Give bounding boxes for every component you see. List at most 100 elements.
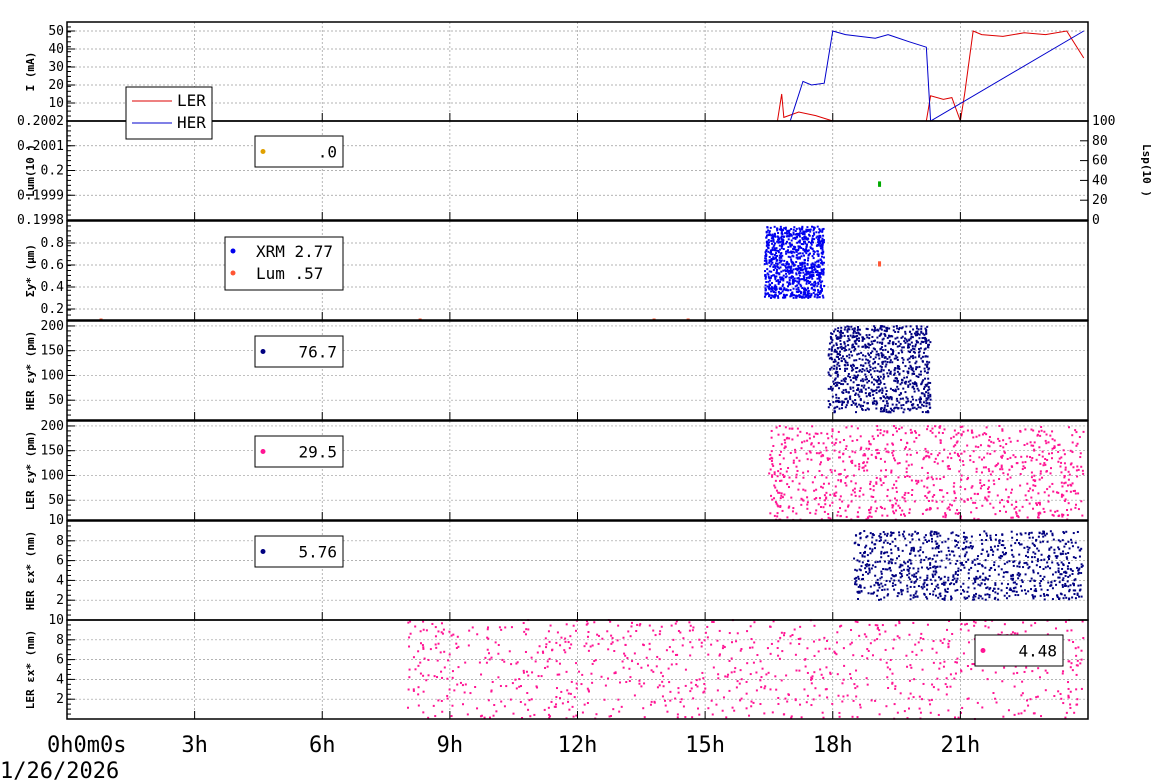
data-point [927,381,930,384]
data-point [639,623,642,626]
data-point [1040,588,1043,591]
data-point [858,560,861,563]
data-point [780,236,783,239]
data-point [866,461,869,464]
data-point [858,495,861,498]
data-point [984,619,987,622]
data-point [920,357,923,360]
data-point [954,571,957,574]
data-point [778,261,781,264]
data-point [764,293,767,296]
data-point [1049,530,1052,533]
data-point [784,445,787,448]
data-point [893,389,896,392]
data-point [790,251,793,254]
data-point [412,688,415,691]
data-point [803,254,806,257]
data-point [759,679,762,682]
data-point [790,715,793,718]
data-point [868,393,871,396]
data-point [440,670,443,673]
data-point [947,709,950,712]
data-point [612,708,615,711]
data-point [1051,573,1054,576]
data-point [976,570,979,573]
data-point [898,367,901,370]
data-point [1037,516,1040,519]
legend-box [254,435,344,468]
data-point [1064,552,1067,555]
data-point [773,285,776,288]
data-point [550,700,553,703]
data-point [806,279,809,282]
data-point [595,713,598,716]
data-point [1072,641,1075,644]
data-point [824,647,827,650]
data-point [859,333,862,336]
data-point [690,687,693,690]
data-point [860,389,863,392]
data-point [796,235,799,238]
data-point [836,329,839,332]
data-point [802,238,805,241]
data-point [803,440,806,443]
data-point [795,465,798,468]
data-point [1066,629,1069,632]
data-point [1033,589,1036,592]
data-point [855,534,858,537]
data-point [834,384,837,387]
data-point [875,403,878,406]
data-point [856,374,859,377]
data-point [650,669,653,672]
data-point [736,680,739,683]
data-point [828,342,831,345]
data-point [672,638,675,641]
data-point [455,647,458,650]
data-point [855,669,858,672]
data-point [1020,543,1023,546]
data-point [900,426,903,429]
data-point [938,489,941,492]
data-point [806,496,809,499]
data-point [765,261,768,264]
data-point [668,646,671,649]
data-point [807,470,810,473]
data-point [1034,552,1037,555]
data-point [805,252,808,255]
data-point [876,402,879,405]
data-point [492,714,495,717]
data-point [808,437,811,440]
data-point [1037,549,1040,552]
data-point [970,668,973,671]
data-point [921,512,924,515]
data-point [903,530,906,533]
data-point [422,647,425,650]
data-point [1033,584,1036,587]
data-point [1018,565,1021,568]
data-point [883,552,886,555]
data-point [434,715,437,718]
data-point [892,582,895,585]
data-point [944,588,947,591]
data-point [872,485,875,488]
data-point [870,515,873,518]
data-point [956,440,959,443]
data-point [862,462,865,465]
data-point [889,659,892,662]
data-point [556,631,559,634]
data-point [800,278,803,281]
data-point [947,546,950,549]
data-point [856,384,859,387]
data-point [819,451,822,454]
data-point [842,401,845,404]
data-point [763,687,766,690]
data-point [818,497,821,500]
data-point [973,579,976,582]
data-point [800,716,803,719]
data-point [429,648,432,651]
data-point [902,346,905,349]
data-point [408,676,411,679]
data-point [471,626,474,629]
data-point [912,575,915,578]
data-point [1036,695,1039,698]
